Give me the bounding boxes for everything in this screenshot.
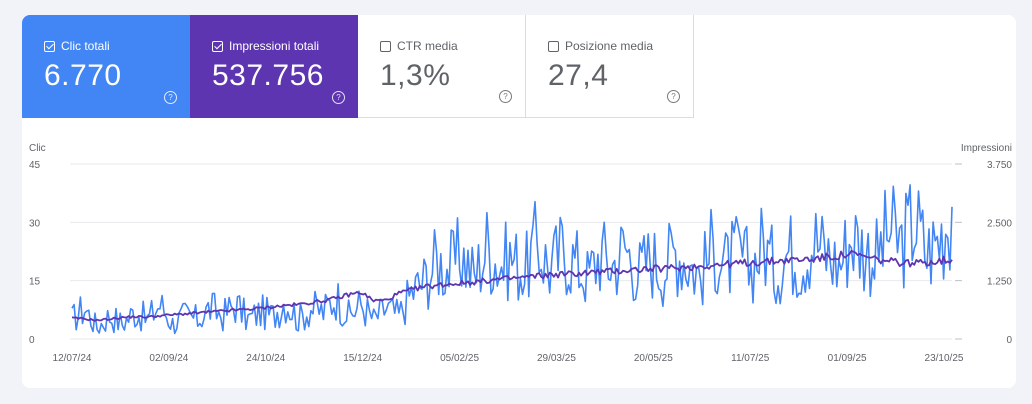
y-left-tick-label: 45 bbox=[29, 160, 41, 171]
x-tick-label: 02/09/24 bbox=[149, 353, 188, 364]
x-tick-label: 23/10/25 bbox=[925, 353, 964, 364]
metric-label: Clic totali bbox=[61, 39, 110, 53]
metric-tile-clicks[interactable]: Clic totali 6.770 ? bbox=[22, 15, 190, 118]
metric-tile-header: CTR media bbox=[380, 39, 458, 53]
x-tick-label: 24/10/24 bbox=[246, 353, 285, 364]
metric-value: 27,4 bbox=[548, 59, 609, 92]
y-left-tick-label: 30 bbox=[29, 218, 41, 229]
checkbox-unchecked-icon[interactable] bbox=[548, 40, 559, 52]
metric-tile-impressions[interactable]: Impressioni totali 537.756 ? bbox=[190, 15, 358, 118]
metric-tile-position[interactable]: Posizione media 27,4 ? bbox=[526, 15, 694, 118]
x-tick-label: 20/05/25 bbox=[634, 353, 673, 364]
metric-tiles: Clic totali 6.770 ? Impressioni totali 5… bbox=[22, 15, 694, 118]
series-line-clicks bbox=[71, 184, 953, 335]
metric-tile-ctr[interactable]: CTR media 1,3% ? bbox=[358, 15, 526, 118]
metric-value: 6.770 bbox=[44, 59, 122, 92]
help-icon[interactable]: ? bbox=[164, 91, 177, 104]
metric-label: Impressioni totali bbox=[229, 39, 320, 53]
x-tick-label: 12/07/24 bbox=[53, 353, 92, 364]
performance-card: Clic totali 6.770 ? Impressioni totali 5… bbox=[22, 15, 1016, 388]
x-tick-label: 05/02/25 bbox=[440, 353, 479, 364]
y-left-tick-label: 0 bbox=[29, 335, 35, 346]
metric-tile-header: Impressioni totali bbox=[212, 39, 319, 53]
x-axis-ticks: 12/07/24 02/09/24 24/10/24 15/12/24 05/02/25… bbox=[53, 353, 964, 364]
metric-value: 537.756 bbox=[212, 59, 324, 92]
y-left-tick-label: 15 bbox=[29, 277, 41, 288]
y-axis-left-label: Clic bbox=[29, 143, 46, 154]
metric-label: Posizione media bbox=[565, 39, 654, 53]
performance-chart: Clic Impressioni 45 30 15 0 3.750 2.500 1.250… bbox=[29, 143, 1012, 364]
metric-tile-header: Posizione media bbox=[548, 39, 653, 53]
y-right-tick-label: 0 bbox=[1006, 335, 1012, 346]
metric-value: 1,3% bbox=[380, 59, 451, 92]
series-lines bbox=[71, 184, 953, 335]
x-tick-label: 01/09/25 bbox=[828, 353, 867, 364]
x-tick-label: 29/03/25 bbox=[537, 353, 576, 364]
x-tick-label: 11/07/25 bbox=[731, 353, 770, 364]
metric-label: CTR media bbox=[397, 39, 458, 53]
help-icon[interactable]: ? bbox=[499, 90, 512, 103]
y-axis-right-label: Impressioni bbox=[961, 143, 1012, 154]
series-line-impressions bbox=[71, 250, 953, 322]
checkbox-checked-icon[interactable] bbox=[212, 40, 223, 52]
y-axis-left-ticks: 45 30 15 0 bbox=[29, 160, 41, 346]
metric-tile-header: Clic totali bbox=[44, 39, 110, 53]
checkbox-checked-icon[interactable] bbox=[44, 40, 55, 52]
y-right-tick-label: 2.500 bbox=[987, 218, 1012, 229]
y-right-tick-label: 3.750 bbox=[987, 160, 1012, 171]
checkbox-unchecked-icon[interactable] bbox=[380, 40, 391, 52]
y-axis-right-ticks: 3.750 2.500 1.250 0 bbox=[955, 160, 1012, 346]
grid-lines bbox=[70, 163, 952, 340]
y-right-tick-label: 1.250 bbox=[987, 277, 1012, 288]
help-icon[interactable]: ? bbox=[332, 91, 345, 104]
help-icon[interactable]: ? bbox=[667, 90, 680, 103]
x-tick-label: 15/12/24 bbox=[343, 353, 382, 364]
